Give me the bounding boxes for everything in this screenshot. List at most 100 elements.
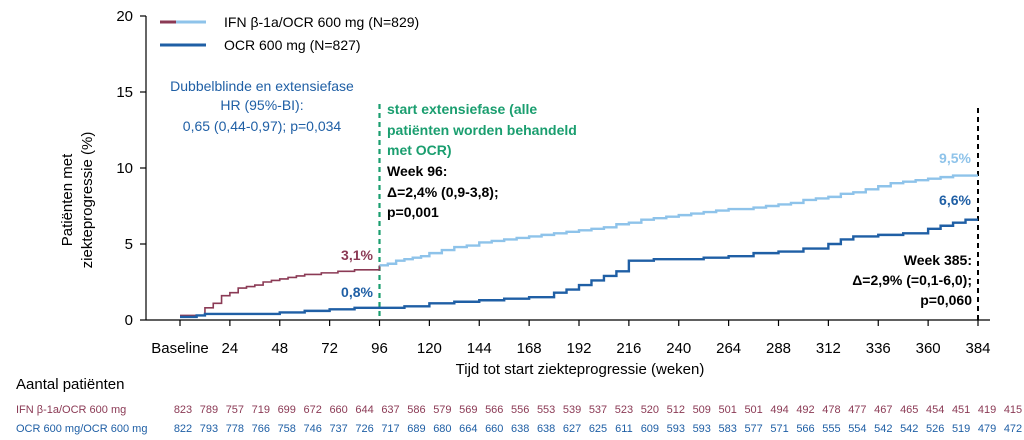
risk-table-cell: 467 [874, 404, 892, 416]
risk-table-cell: 737 [329, 423, 347, 435]
risk-row-label-ifn: IFN β-1a/OCR 600 mg [16, 404, 126, 416]
extension-text-line1: start extensiefase (alle [387, 101, 537, 117]
x-tick-label: 168 [517, 340, 542, 357]
y-axis-label-line2: ziekteprogressie (%) [79, 132, 96, 269]
x-ticks: Baseline 24 48 72 96 120 144 168 192 216 240 264 288… [151, 320, 991, 357]
risk-table-cell: 554 [848, 423, 866, 435]
x-tick-label: 24 [222, 340, 239, 357]
x-tick-label: 360 [916, 340, 941, 357]
risk-table-cell: 472 [1004, 423, 1022, 435]
risk-table-cell: 638 [537, 423, 555, 435]
x-tick-label: 48 [271, 340, 288, 357]
risk-table-cell: 494 [770, 404, 788, 416]
risk-table-cell: 501 [719, 404, 737, 416]
risk-table-cell: 822 [174, 423, 192, 435]
risk-table-cell: 757 [226, 404, 244, 416]
risk-table-cell: 509 [693, 404, 711, 416]
x-tick-label: 192 [566, 340, 591, 357]
risk-table-cell: 566 [485, 404, 503, 416]
risk-row-ocr: 822 793 778 766 758 746 737 726 717 689 680 664 660 6… [174, 423, 1022, 435]
risk-table-cell: 758 [278, 423, 296, 435]
x-tick-label: 144 [467, 340, 492, 357]
extension-annotation: start extensiefase (alle patiënten worde… [387, 101, 577, 220]
x-tick-label: 216 [616, 340, 641, 357]
risk-table-cell: 492 [796, 404, 814, 416]
risk-table-cell: 566 [796, 423, 814, 435]
x-axis-label: Tijd tot start ziekteprogressie (weken) [456, 361, 705, 378]
hr-value: 0,65 (0,44-0,97); p=0,034 [183, 118, 342, 134]
risk-table-cell: 793 [200, 423, 218, 435]
risk-table-cell: 593 [693, 423, 711, 435]
x-tick-label: 72 [321, 340, 338, 357]
risk-table-cell: 609 [641, 423, 659, 435]
risk-table-cell: 569 [459, 404, 477, 416]
x-tick-label: 120 [417, 340, 442, 357]
risk-table-cell: 586 [407, 404, 425, 416]
risk-table-cell: 637 [381, 404, 399, 416]
week385-delta: Δ=2,9% (=0,1-6,0); [852, 272, 972, 288]
label-ifn-week96: 3,1% [341, 247, 373, 263]
risk-table-cell: 465 [900, 404, 918, 416]
risk-table-cell: 726 [355, 423, 373, 435]
series-line-ifn-double-blind [180, 265, 381, 317]
x-tick-label: 312 [816, 340, 841, 357]
y-tick-label: 20 [116, 8, 133, 25]
risk-table-cell: 778 [226, 423, 244, 435]
risk-table-cell: 746 [304, 423, 322, 435]
week385-title: Week 385: [904, 252, 972, 268]
extension-text-line2: patiënten worden behandeld [387, 122, 577, 138]
risk-table-title: Aantal patiënten [16, 376, 124, 393]
week96-title: Week 96: [387, 163, 447, 179]
risk-table-cell: 542 [874, 423, 892, 435]
week385-annotation: Week 385: Δ=2,9% (=0,1-6,0); p=0,060 [852, 252, 972, 308]
x-tick-label: 288 [766, 340, 791, 357]
label-ocr-end: 6,6% [939, 192, 971, 208]
risk-table-cell: 451 [952, 404, 970, 416]
risk-table-cell: 571 [770, 423, 788, 435]
y-tick-label: 10 [116, 160, 133, 177]
risk-table-cell: 766 [252, 423, 270, 435]
y-tick-label: 15 [116, 84, 133, 101]
week96-delta: Δ=2,4% (0,9-3,8); [387, 184, 499, 200]
risk-table-cell: 537 [589, 404, 607, 416]
risk-table-cell: 539 [563, 404, 581, 416]
label-ocr-week96: 0,8% [341, 284, 373, 300]
legend-label-ocr: OCR 600 mg (N=827) [224, 37, 361, 53]
risk-table-cell: 625 [589, 423, 607, 435]
legend: IFN β-1a/OCR 600 mg (N=829) OCR 600 mg (… [160, 14, 419, 53]
week96-p: p=0,001 [387, 204, 439, 220]
risk-table-cell: 479 [978, 423, 996, 435]
x-tick-label: 240 [666, 340, 691, 357]
risk-table-cell: 689 [407, 423, 425, 435]
risk-table-cell: 719 [252, 404, 270, 416]
risk-table-cell: 478 [822, 404, 840, 416]
x-tick-label: 96 [371, 340, 388, 357]
risk-table-cell: 579 [433, 404, 451, 416]
risk-row-ifn: 823 789 757 719 699 672 660 644 637 586 579 569 566 5… [174, 404, 1022, 416]
legend-label-ifn: IFN β-1a/OCR 600 mg (N=829) [224, 14, 419, 30]
risk-table-cell: 526 [926, 423, 944, 435]
risk-table-cell: 583 [719, 423, 737, 435]
risk-table-cell: 415 [1004, 404, 1022, 416]
x-tick-label: Baseline [151, 340, 209, 357]
risk-table-cell: 593 [667, 423, 685, 435]
hr-title: Dubbelblinde en extensiefase [170, 78, 354, 94]
risk-table-cell: 542 [900, 423, 918, 435]
risk-table-cell: 644 [355, 404, 373, 416]
y-tick-label: 5 [125, 236, 133, 253]
risk-table-cell: 627 [563, 423, 581, 435]
risk-table-cell: 680 [433, 423, 451, 435]
week385-p: p=0,060 [920, 292, 972, 308]
risk-table-cell: 519 [952, 423, 970, 435]
risk-table-cell: 660 [485, 423, 503, 435]
risk-table-cell: 577 [744, 423, 762, 435]
y-ticks: 0 5 10 15 20 [116, 8, 146, 329]
label-ifn-end: 9,5% [939, 150, 971, 166]
y-axis-label-line1: Patiënten met [59, 153, 76, 246]
series-line-ifn-extension [379, 174, 978, 267]
risk-table-cell: 501 [744, 404, 762, 416]
risk-row-label-ocr: OCR 600 mg/OCR 600 mg [16, 423, 147, 435]
risk-table-cell: 520 [641, 404, 659, 416]
risk-table-cell: 660 [329, 404, 347, 416]
